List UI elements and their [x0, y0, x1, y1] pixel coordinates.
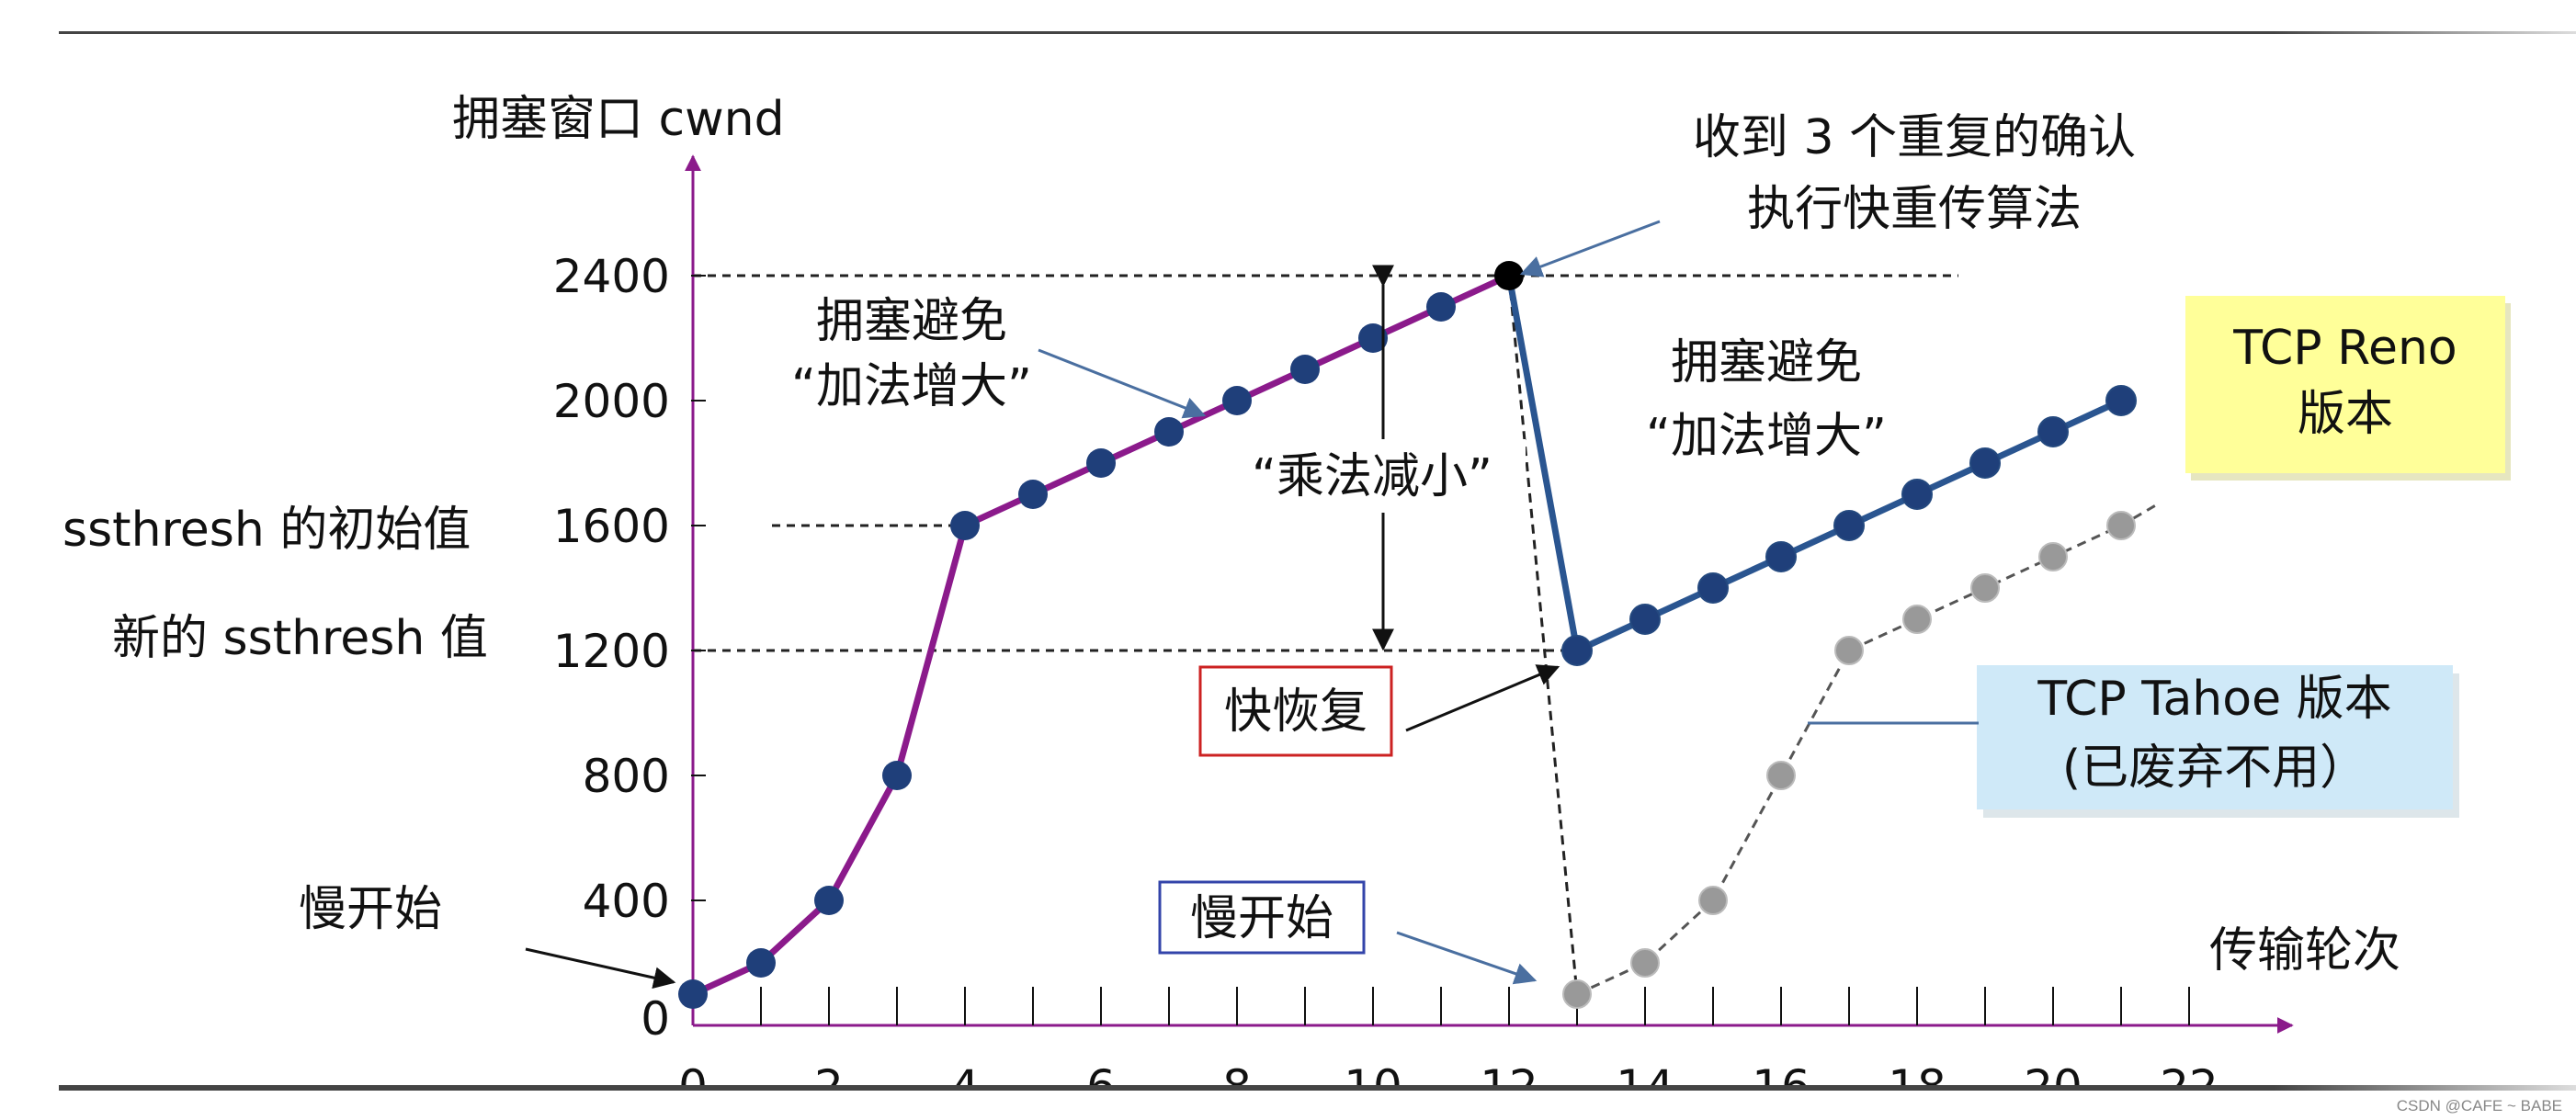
triple-dup-ack-point: [1494, 261, 1524, 290]
y-tick-label: 1200: [553, 625, 670, 678]
slow-start-point: [950, 511, 980, 540]
y-tick-label: 0: [641, 992, 670, 1046]
slow-start-point: [1086, 448, 1116, 478]
congestion-avoidance-label-1: 拥塞避免: [816, 294, 1007, 349]
slow-start-label-1: 慢开始: [299, 882, 442, 937]
reference-lines: [693, 274, 1958, 652]
watermark: CSDN @CAFE ~ BABE: [2397, 1097, 2562, 1114]
tahoe-label: TCP Tahoe 版本: [2037, 672, 2391, 727]
tahoe-point: [1698, 886, 1728, 915]
x-axis-label: 传输轮次: [2209, 923, 2400, 979]
reno-legend-box: TCP Reno 版本: [2185, 296, 2511, 481]
reno-label: TCP Reno: [2232, 321, 2457, 376]
bottom-rule: [59, 1085, 2576, 1091]
slow-start-arrow-1: [525, 947, 676, 989]
y-tick-label: 2000: [553, 375, 670, 428]
fast-recovery-label: 快恢复: [1224, 684, 1367, 740]
reno-point: [1629, 604, 1661, 635]
reno-version-label: 版本: [2298, 387, 2393, 442]
reno-point: [1697, 572, 1729, 604]
reno-point: [1561, 635, 1593, 666]
slow-start-point: [1018, 480, 1048, 509]
tahoe-point: [1630, 948, 1660, 978]
triple-dup-ack-label: 收到 3 个重复的确认: [1693, 110, 2136, 165]
slow-start-point: [678, 979, 708, 1009]
tahoe-point: [1970, 573, 2000, 603]
top-rule: [59, 31, 2576, 34]
slow-start-point: [1154, 417, 1184, 447]
multiplicative-decrease-label: “乘法减小”: [1252, 449, 1492, 504]
congestion-avoidance-label-2: 拥塞避免: [1671, 335, 1862, 390]
slow-start-point: [1290, 355, 1320, 384]
tahoe-deprecated-label: (已废弃不用）: [2062, 741, 2367, 796]
reno-line: [1505, 275, 2123, 656]
tahoe-point: [2106, 511, 2136, 540]
tahoe-legend-box: TCP Tahoe 版本 (已废弃不用）: [1977, 665, 2459, 818]
new-ssthresh-label: 新的 ssthresh 值: [112, 611, 488, 666]
bottom-cover: [0, 1090, 2576, 1120]
tahoe-point: [1834, 636, 1864, 665]
reno-point: [2105, 385, 2137, 416]
reno-point: [2037, 416, 2069, 447]
tahoe-line: [1576, 502, 2160, 996]
tahoe-point: [1562, 979, 1592, 1009]
fast-recovery-box: 快恢复: [1198, 665, 1393, 757]
tahoe-drop-line: [1507, 275, 1579, 995]
slow-start-point: [814, 886, 844, 915]
slow-start-label-2: 慢开始: [1190, 891, 1333, 946]
axes: 0246810121416182022040080012001600200024…: [553, 154, 2294, 1114]
tahoe-point: [2038, 542, 2068, 571]
slow-start-arrow-2: [1396, 931, 1538, 985]
slow-start-point: [1426, 292, 1456, 322]
congestion-avoidance-arrow-1: [1038, 348, 1207, 419]
reno-point: [1833, 510, 1865, 541]
reno-point: [1765, 541, 1797, 572]
y-tick-label: 1600: [553, 500, 670, 553]
tahoe-point: [1766, 761, 1796, 790]
fast-recovery-arrow: [1405, 664, 1560, 732]
additive-increase-label-2: “加法增大”: [1646, 409, 1887, 464]
tahoe-point: [1902, 605, 1932, 634]
fast-retransmit-arrow: [1519, 220, 1661, 277]
slow-start-point: [882, 761, 912, 790]
ssthresh-initial-label: ssthresh 的初始值: [62, 503, 471, 558]
reno-point: [1901, 479, 1933, 510]
slow-start-point: [1222, 386, 1252, 415]
y-axis-label: 拥塞窗口 cwnd: [452, 92, 785, 147]
additive-increase-label-1: “加法增大”: [791, 359, 1032, 414]
slow-start-point: [746, 948, 776, 978]
y-tick-label: 800: [583, 750, 670, 803]
reno-point: [1969, 447, 2001, 479]
slow-start-box-2: 慢开始: [1158, 880, 1366, 955]
y-tick-label: 400: [583, 875, 670, 928]
fast-retransmit-label: 执行快重传算法: [1747, 182, 2082, 237]
y-tick-label: 2400: [553, 250, 670, 303]
